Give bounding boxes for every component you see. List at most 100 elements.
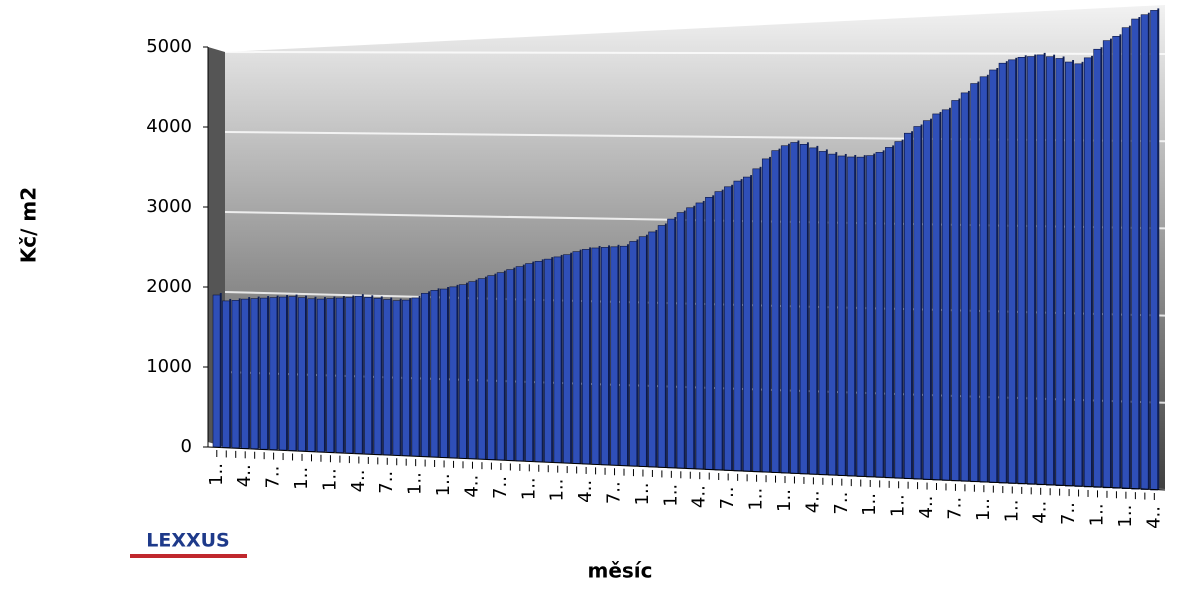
bar-side bbox=[702, 200, 705, 470]
bar-side bbox=[882, 150, 885, 478]
x-tick-label: 1.. bbox=[547, 479, 568, 502]
x-tick-label: 4.. bbox=[802, 490, 823, 513]
bar bbox=[1131, 18, 1139, 490]
x-tick-label: 4.. bbox=[1030, 501, 1051, 524]
bar-side bbox=[617, 244, 620, 466]
x-tick-label: 1.. bbox=[632, 483, 653, 506]
bar bbox=[856, 156, 865, 477]
bar-side bbox=[986, 74, 989, 483]
x-tick-label: 7.. bbox=[1058, 502, 1079, 525]
bar-side bbox=[901, 139, 904, 479]
x-tick-label: 7.. bbox=[263, 466, 284, 489]
bar bbox=[657, 225, 666, 468]
x-tick-label: 1.. bbox=[746, 488, 767, 511]
bar bbox=[743, 176, 751, 472]
bar bbox=[913, 126, 922, 480]
bar bbox=[989, 69, 997, 483]
bar bbox=[951, 100, 960, 482]
bar bbox=[326, 298, 335, 453]
bar-side bbox=[390, 297, 393, 455]
bar bbox=[477, 278, 486, 460]
x-tick-label: 1.. bbox=[1001, 499, 1022, 522]
bar-side bbox=[267, 296, 270, 450]
x-tick-label: 1.. bbox=[319, 468, 340, 491]
bar-side bbox=[551, 257, 554, 463]
bar bbox=[960, 92, 969, 482]
bar bbox=[761, 158, 770, 473]
bar bbox=[638, 236, 647, 467]
bar bbox=[610, 246, 619, 466]
x-tick-label: 4.. bbox=[916, 496, 937, 519]
bar bbox=[1121, 27, 1130, 489]
bar bbox=[288, 296, 297, 451]
bar-side bbox=[570, 252, 573, 464]
bar-side bbox=[939, 111, 942, 481]
bar-side bbox=[977, 81, 980, 482]
bar-side bbox=[731, 184, 734, 471]
bar bbox=[619, 245, 628, 466]
y-tick-label: 3000 bbox=[146, 196, 192, 217]
bar-side bbox=[352, 295, 355, 454]
bar bbox=[553, 256, 562, 463]
bar-side bbox=[873, 153, 876, 477]
bar bbox=[212, 294, 221, 448]
bar bbox=[222, 300, 230, 448]
bar-side bbox=[797, 140, 800, 474]
bar-side bbox=[494, 273, 497, 460]
bar-side bbox=[693, 205, 696, 469]
bar-side bbox=[229, 298, 232, 448]
bar bbox=[1140, 14, 1149, 490]
bar bbox=[932, 113, 941, 481]
bar-side bbox=[456, 284, 459, 458]
bar bbox=[1027, 56, 1035, 485]
x-tick-label: 1.. bbox=[1086, 503, 1107, 526]
bar bbox=[591, 247, 600, 465]
bar bbox=[695, 202, 704, 470]
bar-side bbox=[1081, 61, 1084, 487]
bar-side bbox=[1147, 12, 1150, 490]
bar bbox=[1093, 48, 1102, 488]
bar bbox=[496, 272, 505, 461]
bar-side bbox=[769, 156, 771, 473]
bar bbox=[316, 298, 325, 453]
bar bbox=[231, 300, 240, 449]
bar-side bbox=[560, 254, 563, 463]
x-axis-label: měsíc bbox=[587, 559, 652, 583]
floor-edge bbox=[207, 446, 1166, 491]
x-tick-label: 1.. bbox=[291, 467, 312, 490]
bar bbox=[629, 241, 638, 467]
x-tick-label: 7.. bbox=[604, 481, 625, 504]
x-tick-label: 1.. bbox=[888, 494, 909, 517]
bar bbox=[818, 151, 827, 476]
bar bbox=[297, 297, 306, 452]
bar-side bbox=[409, 298, 412, 456]
bar-side bbox=[380, 296, 383, 455]
bar bbox=[828, 153, 836, 476]
x-tick-label: 4.. bbox=[575, 480, 596, 503]
bar-side bbox=[655, 229, 658, 467]
bar bbox=[837, 155, 846, 476]
bar bbox=[250, 298, 259, 450]
bar-side bbox=[1138, 17, 1141, 490]
bar bbox=[676, 212, 685, 469]
x-tick-label: 4.. bbox=[348, 470, 369, 493]
bar bbox=[373, 298, 382, 455]
bar-side bbox=[1072, 60, 1075, 487]
bar bbox=[515, 266, 524, 462]
bar bbox=[449, 286, 458, 459]
x-tick-label: 1.. bbox=[518, 477, 539, 500]
bar bbox=[1046, 56, 1054, 486]
bar bbox=[364, 297, 372, 455]
bar-side bbox=[276, 295, 279, 450]
bar bbox=[875, 152, 884, 478]
bar bbox=[354, 295, 363, 454]
bar bbox=[411, 297, 420, 457]
bar-side bbox=[636, 239, 639, 467]
bar-side bbox=[608, 245, 610, 465]
bar-side bbox=[589, 247, 592, 464]
bar bbox=[648, 231, 657, 468]
bar bbox=[1150, 10, 1158, 491]
bar bbox=[563, 254, 571, 464]
bar-side bbox=[1119, 34, 1122, 489]
